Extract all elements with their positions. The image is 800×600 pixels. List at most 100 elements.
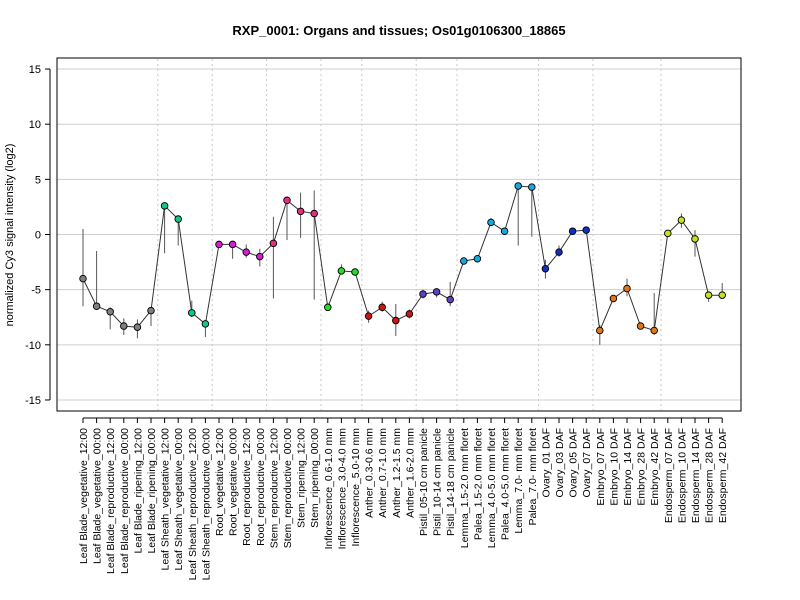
data-point [256, 252, 264, 261]
y-axis: -15 -10 -5 0 5 10 15 [25, 64, 51, 407]
data-point [201, 320, 210, 328]
data-point [296, 207, 305, 216]
data-point [92, 302, 101, 310]
data-point [215, 240, 223, 249]
series-line [82, 185, 723, 333]
x-tick-label: Inflorescence_3.0-4.0 mm [336, 428, 348, 550]
x-tick-label: Endosperm_10 DAF [676, 428, 688, 523]
data-point [691, 235, 699, 243]
x-tick-label: Leaf Sheath_vegetative_00:00 [173, 428, 185, 571]
x-tick-label: Inflorescence_5.0-10 mm [350, 428, 362, 547]
y-tick-label: 15 [29, 64, 41, 76]
x-tick-label: Endosperm_07 DAF [663, 428, 675, 523]
data-point [147, 306, 155, 315]
y-tick-label: -5 [31, 285, 41, 297]
data-point [582, 226, 590, 234]
data-point [432, 288, 441, 296]
x-tick-label: Lemma_4.0-5.0 mm floret [486, 428, 498, 548]
x-tick-label: Stem_reproductive_12:00 [268, 428, 280, 548]
x-tick-label: Leaf Sheath_reproductive_00:00 [200, 428, 212, 581]
data-point [405, 310, 414, 318]
y-tick-label: -10 [25, 340, 41, 352]
data-point [541, 264, 550, 273]
y-tick-label: 5 [35, 174, 41, 186]
data-point [555, 248, 563, 256]
data-point [473, 255, 482, 263]
x-tick-label: Leaf Blade_ripening_12:00 [132, 428, 144, 554]
data-point [310, 209, 318, 218]
y-tick-label: -15 [25, 395, 41, 407]
x-tick-label: Anther_1.2-1.5 mm [391, 428, 403, 518]
data-point [378, 303, 386, 312]
x-tick-label: Embryo_28 DAF [636, 428, 648, 506]
data-point [664, 229, 672, 238]
data-point [514, 182, 522, 190]
data-point [500, 227, 509, 235]
x-tick-label: Leaf Blade_reproductive_12:00 [105, 428, 117, 574]
x-tick-label: Embryo_14 DAF [622, 428, 634, 506]
x-tick-label: Root_reproductive_00:00 [255, 428, 267, 546]
x-tick-label: Anther_0.7-1.0 mm [377, 428, 389, 518]
x-tick-label: Embryo_42 DAF [649, 428, 661, 506]
data-points [79, 182, 726, 335]
data-point [228, 240, 237, 249]
x-tick-label: Endosperm_42 DAF [717, 428, 729, 523]
x-tick-label: Endosperm_28 DAF [704, 428, 716, 523]
data-point [609, 294, 618, 303]
x-tick-label: Leaf Blade_ripening_00:00 [146, 428, 158, 554]
data-point [636, 322, 645, 330]
data-point [528, 183, 536, 191]
data-point [487, 218, 495, 227]
data-point [120, 322, 128, 330]
x-tick-label: Root_vegetative_12:00 [214, 428, 226, 536]
data-point [351, 268, 359, 276]
x-tick-label: Stem_ripening_12:00 [296, 428, 308, 528]
x-tick-label: Stem_ripening_00:00 [309, 428, 321, 528]
x-tick-label: Embryo_07 DAF [595, 428, 607, 506]
data-point [160, 202, 169, 210]
error-bars [82, 182, 723, 345]
data-point [568, 227, 577, 235]
y-axis-label: normalized Cy3 signal intensity (log2) [4, 144, 16, 327]
x-tick-label: Anther_0.3-0.6 mm [364, 428, 376, 518]
data-point [392, 316, 400, 325]
grid-lines [57, 68, 741, 401]
x-tick-label: Ovary_05 DAF [568, 428, 580, 497]
data-point [188, 309, 196, 317]
x-tick-label: Leaf Blade_reproductive_00:00 [119, 428, 131, 574]
x-tick-label: Leaf Blade_vegetative_12:00 [78, 428, 90, 564]
plot-frame [56, 57, 742, 412]
data-point [133, 323, 142, 331]
x-tick-label: Lemma_7.0- mm floret [513, 428, 525, 534]
x-tick-label: Palea_4.0-5.0 mm floret [500, 428, 512, 540]
data-point [269, 239, 278, 248]
x-tick-label: Embryo_10 DAF [608, 428, 620, 506]
series-polyline [82, 185, 723, 333]
data-point [174, 215, 182, 223]
data-point [324, 303, 332, 312]
data-point [79, 274, 87, 283]
data-point [718, 291, 726, 299]
group-separators [157, 59, 662, 410]
data-point [337, 267, 346, 275]
x-tick-label: Stem_reproductive_00:00 [282, 428, 294, 548]
data-point [704, 291, 713, 299]
data-point [446, 295, 454, 304]
x-tick-label: Ovary_03 DAF [554, 428, 566, 497]
x-axis: Leaf Blade_vegetative_12:00 Leaf Blade_ve… [78, 417, 729, 581]
y-tick-label: 0 [35, 230, 41, 242]
data-point [623, 284, 631, 293]
x-tick-label: Leaf Sheath_vegetative_12:00 [160, 428, 172, 571]
data-point [596, 326, 604, 335]
x-tick-label: Root_vegetative_00:00 [228, 428, 240, 536]
data-point [283, 196, 291, 205]
data-point [364, 312, 373, 320]
x-tick-label: Anther_1.6-2.0 mm [404, 428, 416, 518]
x-tick-label: Lemma_1.5-2.0 mm floret [459, 428, 471, 548]
x-tick-label: Endosperm_14 DAF [690, 428, 702, 523]
y-tick-label: 10 [29, 119, 41, 131]
data-point [419, 290, 427, 298]
x-tick-label: Inflorescence_0.6-1.0 mm [323, 428, 335, 550]
x-tick-label: Ovary_07 DAF [581, 428, 593, 497]
